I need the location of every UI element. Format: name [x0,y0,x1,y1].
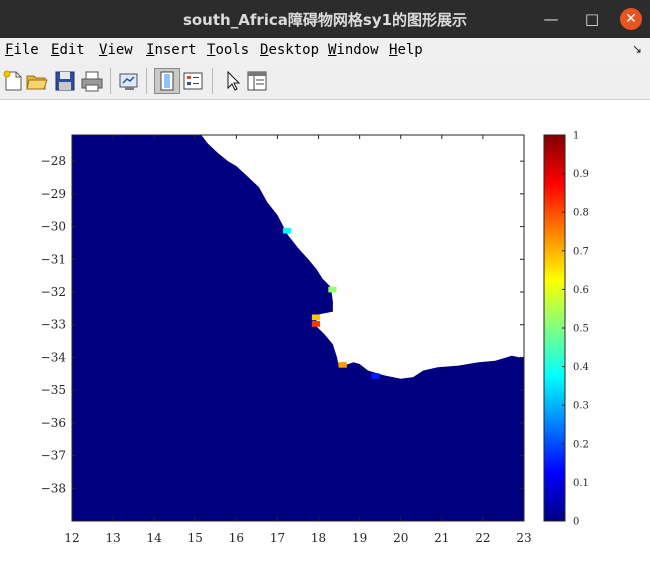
y-tick-label: −32 [41,285,66,299]
colorbar [543,134,566,522]
menu-edit[interactable]: Edit [51,42,85,58]
property-inspector-icon[interactable] [245,69,269,93]
window-title: south_Africa障碍物网格sy1的图形展示 [182,11,468,29]
x-tick-label: 17 [270,531,285,545]
y-tick-label: −31 [41,252,66,266]
figure-toolbar [0,63,650,100]
y-tick-label: −29 [41,187,66,201]
menu-window[interactable]: Window [328,42,379,58]
x-tick-label: 15 [188,531,203,545]
x-tick-label: 20 [393,531,408,545]
save-icon[interactable] [53,69,77,93]
print-icon[interactable] [80,69,104,93]
heatmap-cell [311,314,321,321]
y-tick-label: −37 [41,449,66,463]
colorbar-tick-label: 0.1 [573,478,589,489]
colorbar-tick-label: 0.2 [573,439,589,450]
open-file-icon[interactable] [25,69,49,93]
y-tick-label: −36 [41,416,66,430]
colorbar-tick-label: 0.9 [573,169,589,180]
x-tick-label: 14 [147,531,163,545]
colorbar-tick-label: 0.5 [573,324,589,335]
colorbar-tick-label: 0 [573,517,579,528]
menubar: File Edit View Insert Tools Desktop Wind… [0,38,650,63]
dock-arrow-icon[interactable]: ↘ [631,42,642,56]
heatmap-cell [311,321,321,327]
x-tick-label: 22 [475,531,490,545]
insert-colorbar-icon[interactable] [154,68,180,94]
y-tick-label: −34 [41,350,67,364]
menu-file[interactable]: File [5,42,39,58]
x-tick-label: 23 [516,531,531,545]
insert-legend-icon[interactable] [181,69,205,93]
colorbar-tick-label: 0.8 [573,208,589,219]
close-button[interactable]: ✕ [620,8,642,30]
minimize-button[interactable]: — [543,10,559,28]
new-figure-icon[interactable] [1,69,25,93]
figure-canvas: 12 13 14 15 16 17 18 19 20 21 22 23 −28 −29 −30 −31 −32 −… [0,100,650,571]
heatmap-plot[interactable]: 12 13 14 15 16 17 18 19 20 21 22 23 −28 −29 −30 −31 −32 −… [0,100,650,571]
colorbar-tick-label: 0.4 [573,362,589,373]
toolbar-separator [212,68,213,94]
x-tick-label: 12 [64,531,79,545]
x-tick-label: 13 [105,531,120,545]
menu-view[interactable]: View [99,42,133,58]
y-tick-label: −33 [41,318,66,332]
menu-tools[interactable]: Tools [207,42,250,58]
colorbar-tick-label: 0.3 [573,401,589,412]
menu-insert[interactable]: Insert [146,42,197,58]
heatmap-cell [283,227,292,234]
x-tick-label: 19 [352,531,367,545]
heatmap-cell [328,286,337,293]
x-tick-label: 21 [434,531,449,545]
edit-plot-arrow-icon[interactable] [220,69,244,93]
menu-help[interactable]: Help [389,42,423,58]
colorbar-tick-label: 0.7 [573,246,589,257]
y-tick-label: −28 [41,154,66,168]
menu-desktop[interactable]: Desktop [260,42,320,58]
x-tick-label: 16 [229,531,244,545]
toolbar-separator [110,68,111,94]
y-tick-label: −35 [41,383,66,397]
maximize-button[interactable]: □ [584,10,600,28]
y-tick-label: −38 [41,481,66,495]
colorbar-tick-label: 0.6 [573,285,589,296]
colorbar-tick-label: 1 [573,131,579,142]
heatmap-cell [338,361,347,368]
land-nan-region [201,135,524,379]
axes-box [71,134,525,522]
window-titlebar: south_Africa障碍物网格sy1的图形展示 — □ ✕ [0,0,650,38]
heatmap-cell [371,373,380,380]
toolbar-separator [146,68,147,94]
y-tick-label: −30 [41,220,66,234]
x-tick-label: 18 [311,531,326,545]
link-plot-icon[interactable] [117,69,141,93]
